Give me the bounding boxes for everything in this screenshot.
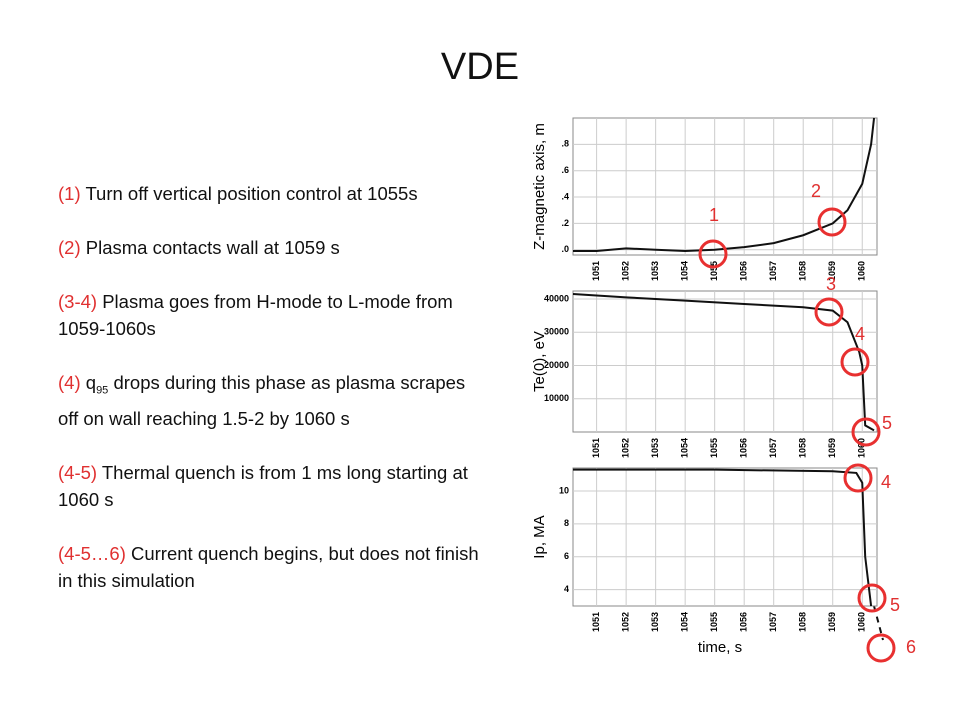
item-sub: 95	[96, 384, 109, 397]
item: (4-5…6) Current quench begins, but does …	[58, 540, 488, 594]
x-tick-label: 1057	[768, 612, 778, 632]
item-text: drops during this phase as plasma scrape…	[58, 372, 466, 429]
x-tick-label: 1053	[650, 438, 660, 458]
x-tick-label: 1054	[680, 261, 690, 281]
item-tag: (1)	[58, 183, 81, 204]
y-tick-label: .6	[561, 165, 569, 175]
x-tick-label: 1058	[798, 438, 808, 458]
x-tick-label: 1056	[739, 438, 749, 458]
marker-circle	[843, 463, 873, 493]
line	[573, 468, 873, 607]
x-tick-label: 1059	[827, 612, 837, 632]
x-tick-label: 1057	[768, 438, 778, 458]
x-tick-label: 1053	[650, 612, 660, 632]
x-tick-label: 1054	[680, 612, 690, 632]
x-tick-label: 1051	[591, 261, 601, 281]
x-tick-label: 1056	[739, 612, 749, 632]
marker-circle	[857, 583, 887, 613]
x-tick-label: 1053	[650, 261, 660, 281]
y-tick-label: 40000	[544, 293, 569, 303]
slide-title: VDE	[440, 46, 520, 88]
x-tick-label: 1056	[739, 261, 749, 281]
y-tick-label: 10000	[544, 393, 569, 403]
x-tick-label: 1055	[709, 612, 719, 632]
marker-circle	[817, 207, 847, 237]
x-tick-label: 1057	[768, 261, 778, 281]
marker-circle	[698, 239, 728, 269]
marker-label: 1	[709, 205, 719, 225]
x-tick-label: 1051	[591, 438, 601, 458]
x-tick-label: 1059	[827, 261, 837, 281]
x-tick-label: 1055	[709, 438, 719, 458]
item-text: Turn off vertical position control at 10…	[85, 183, 418, 204]
y-tick-label: 8	[564, 518, 569, 528]
marker-label: 2	[811, 181, 821, 201]
marker-circle	[851, 417, 881, 447]
y-tick-label: .2	[561, 218, 569, 228]
y-tick-label: .4	[561, 191, 569, 201]
y-tick-label: .8	[561, 139, 569, 149]
x-tick-label: 1051	[591, 612, 601, 632]
y-axis-label: Te(0), eV	[531, 331, 548, 392]
y-tick-label: 10	[559, 485, 569, 495]
item-text: Thermal quench is from 1 ms long startin…	[58, 461, 468, 510]
marker-label: 5	[890, 595, 900, 615]
item: (2) Plasma contacts wall at 1059 s	[58, 234, 488, 261]
line	[572, 292, 875, 432]
y-tick-label: 6	[564, 551, 569, 561]
marker-circle	[866, 633, 896, 663]
y-tick-label: 4	[564, 584, 569, 594]
x-tick-label: 1058	[798, 261, 808, 281]
y-tick-label: .0	[561, 244, 569, 254]
x-tick-label: 1058	[798, 612, 808, 632]
plot-area	[572, 290, 878, 433]
x-tick-label: 1054	[680, 438, 690, 458]
y-tick-label: 30000	[544, 327, 569, 337]
x-tick-label: 1060	[857, 612, 867, 632]
item-text: q	[85, 372, 97, 393]
x-tick-label: 1060	[857, 261, 867, 281]
item-tag: (3-4)	[58, 291, 98, 312]
item: (3-4) Plasma goes from H-mode to L-mode …	[58, 288, 488, 342]
item-list: (1) Turn off vertical position control a…	[58, 180, 488, 621]
marker-circle	[840, 347, 870, 377]
x-axis-label: time, s	[698, 639, 742, 656]
x-tick-label: 1052	[621, 438, 631, 458]
y-axis-label: Ip, MA	[531, 515, 548, 558]
item: (4-5) Thermal quench is from 1 ms long s…	[58, 459, 488, 513]
item-text: Plasma contacts wall at 1059 s	[85, 237, 340, 258]
y-axis-label: Z-magnetic axis, m	[531, 123, 548, 250]
item-tag: (4-5)	[58, 461, 98, 483]
item-tag: (4-5…6)	[58, 542, 126, 564]
item-tag: (2)	[58, 237, 81, 258]
item-tag: (4)	[58, 372, 81, 393]
marker-label: 6	[906, 637, 916, 657]
x-tick-label: 1052	[621, 261, 631, 281]
marker-circle	[814, 297, 844, 327]
item-text: Plasma goes from H-mode to L-mode from 1…	[58, 291, 453, 339]
marker-label: 5	[882, 413, 892, 433]
x-tick-label: 1052	[621, 612, 631, 632]
y-tick-label: 20000	[544, 360, 569, 370]
plot-area	[572, 467, 878, 607]
marker-label: 4	[855, 324, 865, 344]
x-tick-label: 1059	[827, 438, 837, 458]
line	[573, 117, 876, 253]
x-tick-label: 1060	[857, 438, 867, 458]
item-text: Current quench begins, but does not fini…	[58, 542, 479, 591]
item: (4) q95 drops during this phase as plasm…	[58, 369, 488, 432]
x-tick-label: 1055	[709, 261, 719, 281]
marker-label: 3	[826, 274, 836, 294]
item: (1) Turn off vertical position control a…	[58, 180, 488, 207]
marker-label: 4	[881, 472, 891, 492]
